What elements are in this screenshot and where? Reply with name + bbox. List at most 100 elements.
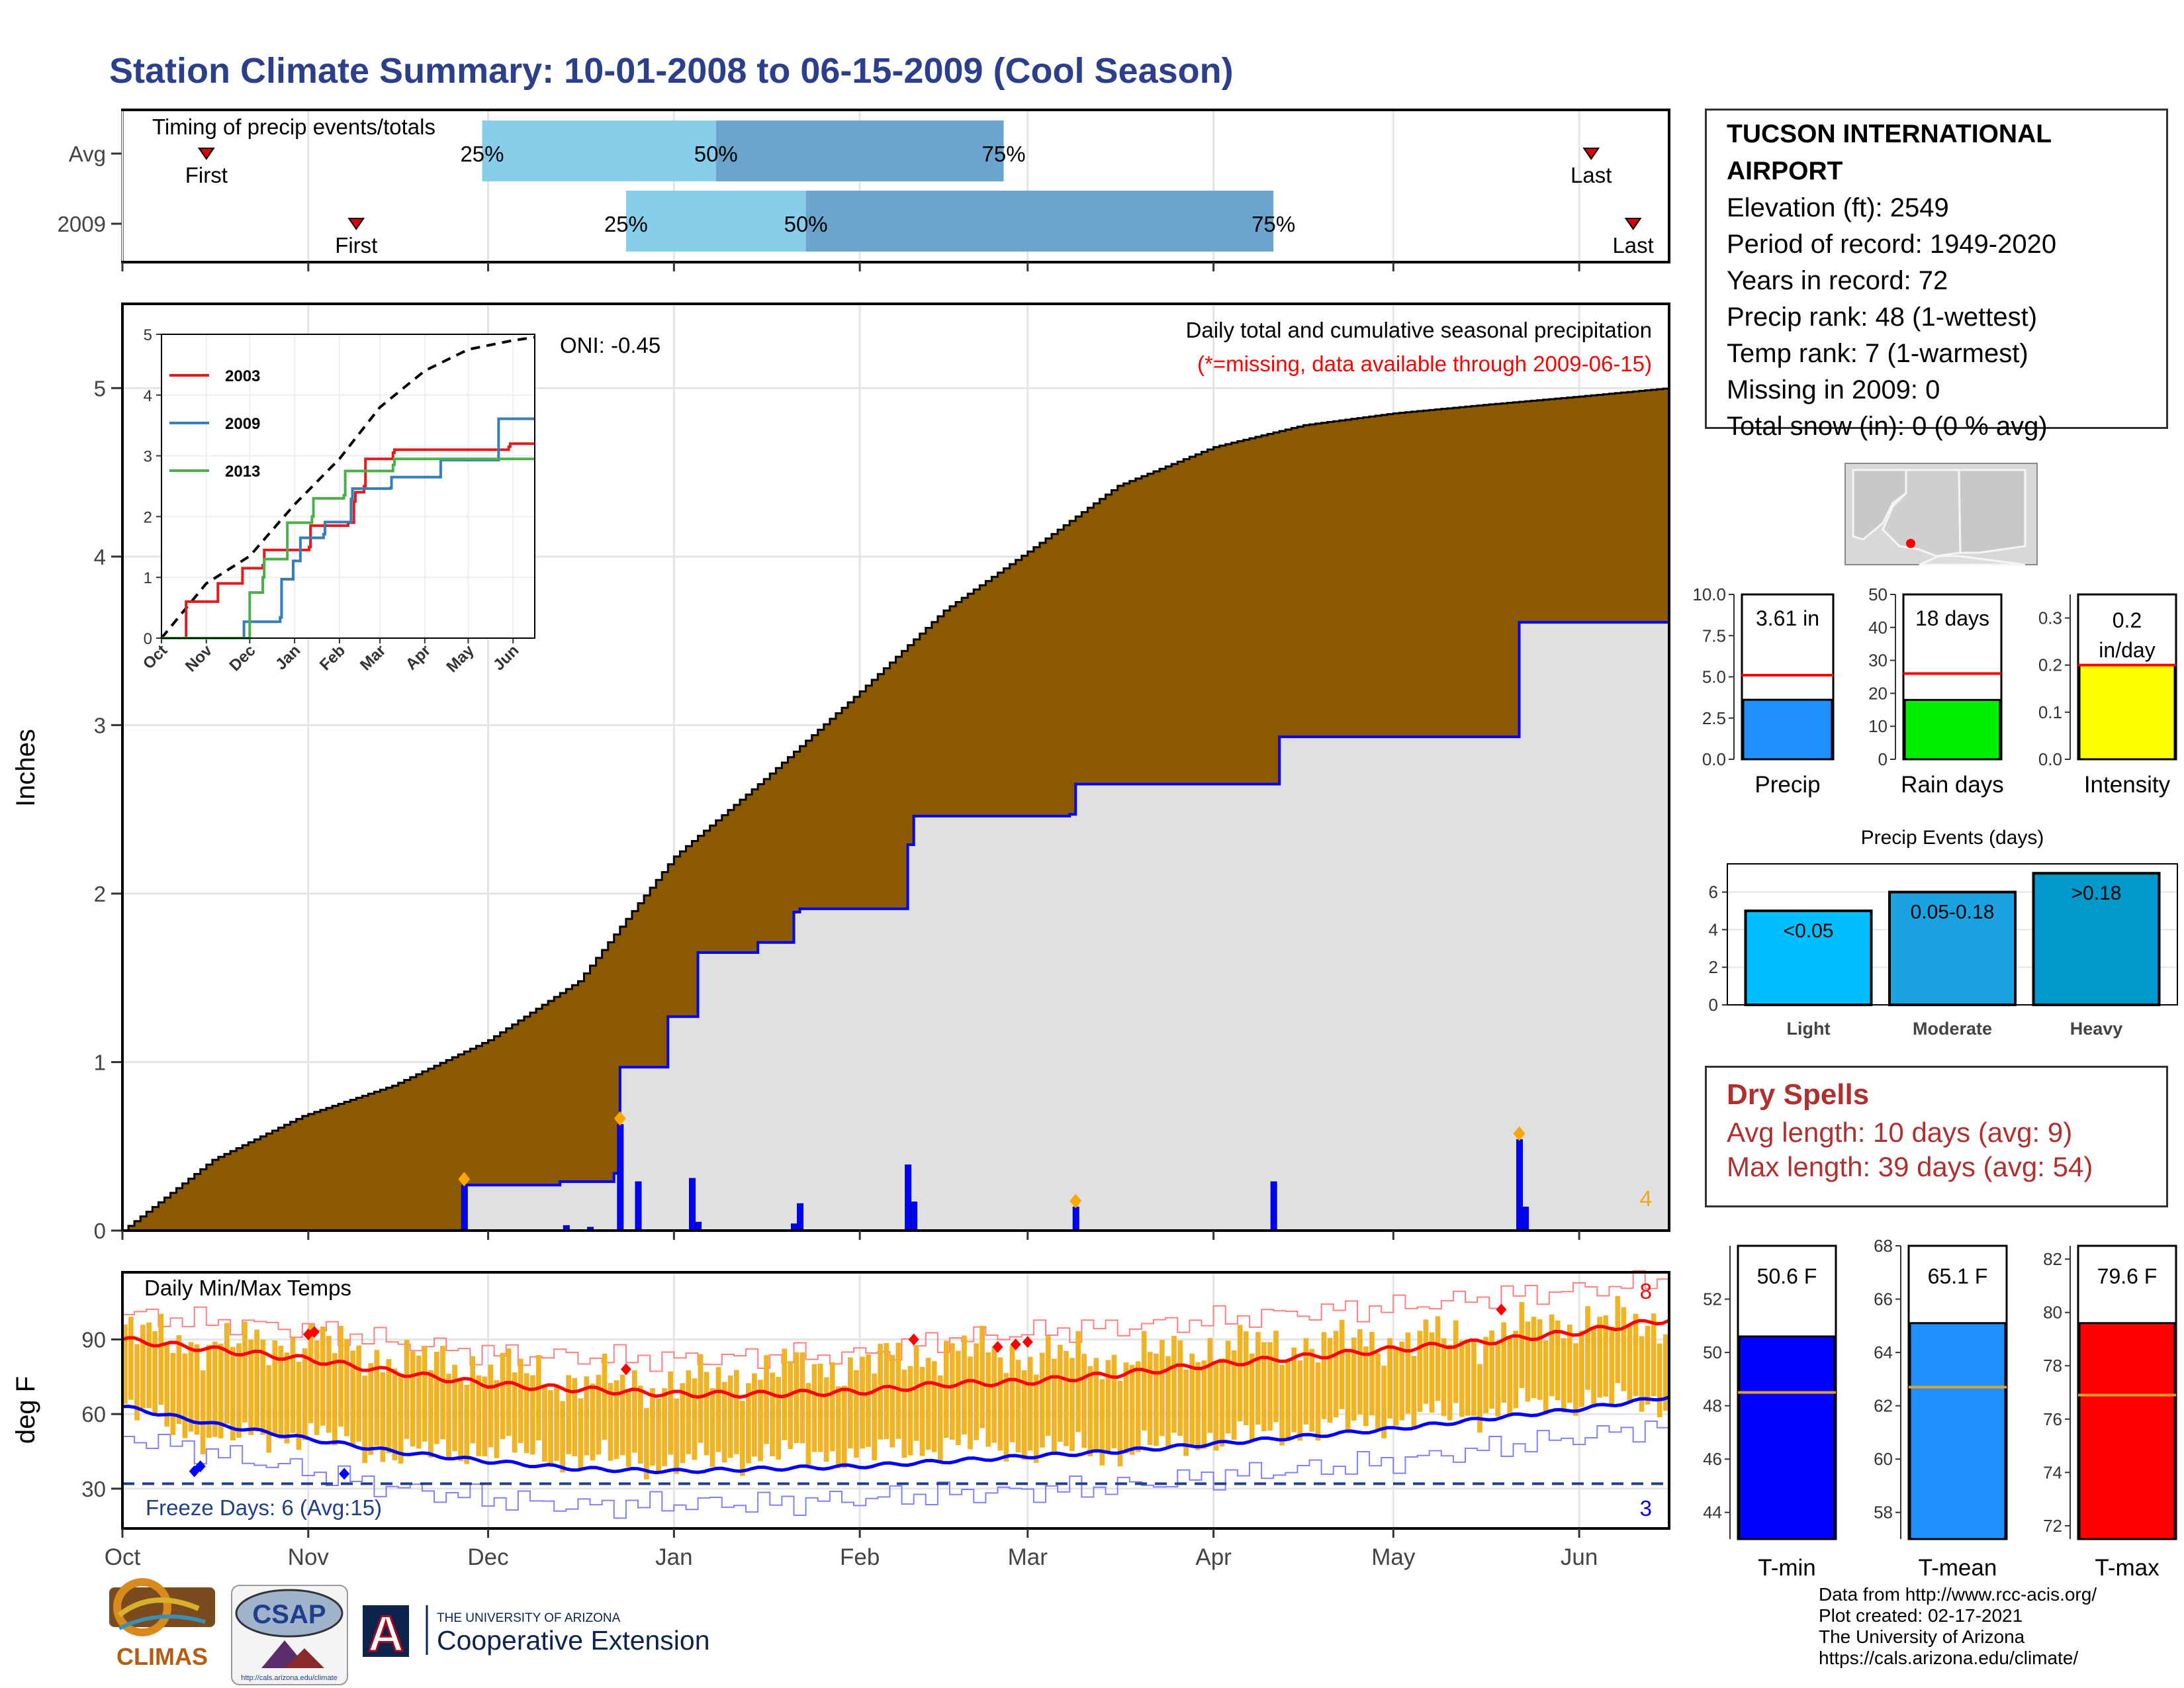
daily-temp-bar <box>1093 1358 1099 1451</box>
daily-temp-bar <box>1387 1338 1392 1419</box>
daily-temp-bar <box>494 1380 500 1458</box>
daily-temp-bar <box>1321 1332 1327 1419</box>
precip-tick-label: 5 <box>94 376 106 400</box>
daily-temp-bar <box>308 1324 314 1423</box>
daily-temp-bar <box>260 1339 266 1435</box>
temp-count-min: 3 <box>1640 1496 1652 1521</box>
bar-category-label: Intensity <box>2084 772 2171 798</box>
daily-precip-bar <box>635 1181 642 1231</box>
daily-temp-bar <box>278 1346 284 1439</box>
daily-temp-bar <box>1662 1334 1668 1411</box>
inset-line-2009 <box>161 417 535 639</box>
daily-temp-bar <box>488 1364 494 1448</box>
bar-tick-label: 40 <box>1868 618 1888 637</box>
credits: Data from http://www.rcc-acis.org/ Plot … <box>1819 1584 2097 1669</box>
daily-temp-bar <box>1513 1331 1519 1409</box>
daily-temp-bar <box>572 1378 578 1456</box>
daily-temp-bar <box>1189 1353 1195 1445</box>
daily-temp-bar <box>1303 1338 1309 1425</box>
daily-temp-bar <box>811 1364 817 1452</box>
month-label: Oct <box>105 1544 141 1570</box>
daily-temp-bar <box>1273 1331 1279 1423</box>
bar-tick-label: 50 <box>1703 1342 1722 1362</box>
daily-precip-bar <box>1072 1206 1079 1231</box>
month-label: Apr <box>1195 1544 1232 1570</box>
daily-temp-bar <box>704 1372 709 1456</box>
daily-temp-bar <box>721 1382 727 1463</box>
daily-temp-bar <box>428 1370 433 1458</box>
daily-temp-bar <box>937 1375 943 1462</box>
daily-temp-bar <box>1081 1354 1087 1448</box>
heavy-event-marker <box>1069 1194 1082 1209</box>
climas-logo-text: CLIMAS <box>116 1643 208 1670</box>
daily-temp-bar <box>1105 1360 1111 1452</box>
events-bar-label: >0.18 <box>2071 882 2122 904</box>
bar-tick-label: 10.0 <box>1692 585 1726 604</box>
daily-temp-bar <box>392 1368 398 1460</box>
record-high-marker <box>992 1340 1003 1353</box>
daily-temp-bar <box>1549 1314 1555 1397</box>
daily-temp-bar <box>1064 1350 1069 1446</box>
bar-tick-label: 7.5 <box>1702 626 1726 645</box>
daily-temp-bar <box>446 1374 451 1458</box>
ua-small-text: THE UNIVERSITY OF ARIZONA <box>437 1611 621 1625</box>
daily-temp-bar <box>1525 1321 1531 1402</box>
daily-temp-bar <box>500 1352 506 1439</box>
daily-temp-bar <box>1201 1360 1207 1449</box>
daily-temp-bar <box>1351 1337 1357 1421</box>
daily-temp-bar <box>1213 1363 1219 1451</box>
daily-temp-bar <box>1021 1370 1027 1460</box>
daily-temp-bar <box>1195 1362 1201 1450</box>
daily-temp-bar <box>746 1383 751 1464</box>
daily-temp-bar <box>1183 1369 1189 1456</box>
inset-tick-label: 3 <box>144 448 152 466</box>
precip-count-label: 4 <box>1640 1186 1652 1211</box>
daily-temp-bar <box>362 1376 368 1464</box>
locator-map <box>1844 463 2038 566</box>
bar-category-label: T-max <box>2095 1555 2160 1581</box>
daily-temp-bar <box>1411 1356 1417 1430</box>
page-title: Station Climate Summary: 10-01-2008 to 0… <box>109 51 1234 91</box>
oni-label: ONI: -0.45 <box>560 333 660 357</box>
events-tick-label: 2 <box>1709 957 1718 977</box>
daily-temp-bar <box>1033 1374 1039 1463</box>
precip-tick-label: 1 <box>94 1050 106 1074</box>
daily-temp-bar <box>404 1340 410 1439</box>
daily-temp-bar <box>889 1354 895 1448</box>
timing-first-marker <box>197 148 215 160</box>
daily-temp-bar <box>1609 1327 1615 1405</box>
record-low-marker <box>339 1468 350 1480</box>
daily-temp-bar <box>1651 1313 1657 1396</box>
bar-tick-label: 0.3 <box>2038 608 2062 628</box>
daily-temp-bar <box>590 1383 596 1461</box>
temp-count-max: 8 <box>1640 1279 1652 1303</box>
daily-temp-bar <box>1333 1331 1339 1418</box>
daily-temp-bar <box>1171 1335 1177 1433</box>
station-info-line: Period of record: 1949-2020 <box>1727 230 2057 259</box>
daily-temp-bar <box>170 1352 176 1435</box>
daily-temp-bar <box>1573 1343 1578 1416</box>
daily-precip-bar <box>797 1203 804 1231</box>
daily-temp-bar <box>1393 1348 1399 1426</box>
bar-tick-label: 66 <box>1874 1289 1893 1309</box>
daily-temp-bar <box>434 1352 439 1444</box>
inset-avg-line <box>160 336 535 639</box>
daily-temp-bar <box>650 1388 655 1466</box>
record-max-line <box>122 1270 1670 1372</box>
daily-temp-bar <box>913 1345 919 1441</box>
bar-tick-label: 48 <box>1703 1396 1722 1416</box>
daily-temp-bar <box>1099 1379 1105 1466</box>
daily-temp-bar <box>464 1384 470 1464</box>
bar-tick-label: 72 <box>2043 1516 2062 1536</box>
daily-temp-bar <box>662 1388 667 1466</box>
daily-temp-bar <box>212 1341 218 1437</box>
daily-temp-bar <box>1339 1319 1345 1409</box>
daily-temp-bar <box>290 1337 296 1433</box>
daily-temp-bar <box>907 1366 913 1456</box>
timing-p25-label: 25% <box>604 212 648 236</box>
daily-temp-bar <box>1363 1346 1369 1427</box>
daily-temp-bar <box>794 1352 799 1443</box>
daily-temp-bar <box>943 1340 949 1438</box>
precip-caption: Daily total and cumulative seasonal prec… <box>1186 318 1652 342</box>
